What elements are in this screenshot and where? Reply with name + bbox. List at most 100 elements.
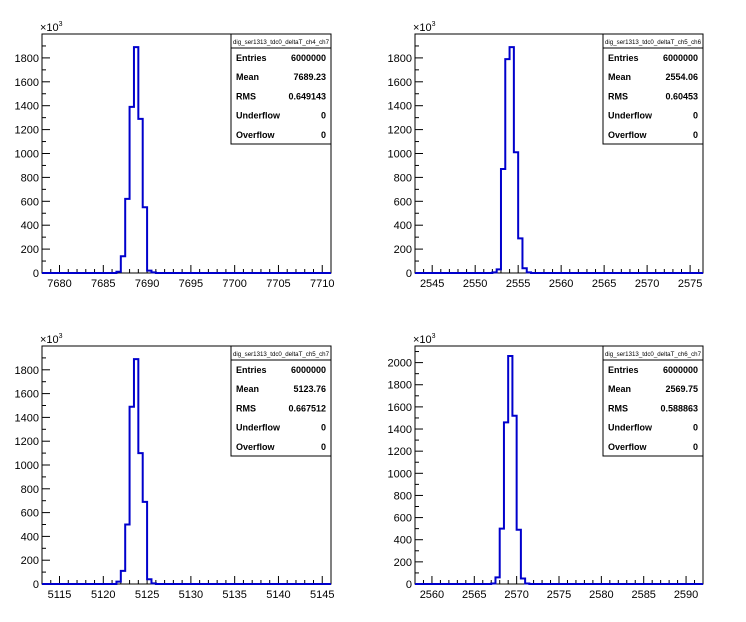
y-tick-label: 800: [21, 172, 39, 184]
y-tick-label: 1200: [15, 436, 39, 448]
stats-value-entries: 6000000: [663, 53, 698, 63]
stats-label-underflow: Underflow: [236, 423, 281, 433]
histogram-bin: [121, 256, 125, 273]
stats-label-overflow: Overflow: [608, 130, 648, 140]
histogram-outline: [415, 354, 703, 585]
y-tick-label: 400: [21, 531, 39, 543]
y-tick-label: 600: [21, 196, 39, 208]
histogram-bin: [138, 119, 142, 273]
y-tick-label: 400: [394, 220, 412, 232]
x-tick-label: 5140: [266, 589, 290, 601]
y-multiplier-base: ×10: [413, 334, 432, 346]
y-multiplier-base: ×10: [40, 334, 59, 346]
stats-label-overflow: Overflow: [236, 442, 276, 452]
stats-label-mean: Mean: [608, 72, 631, 82]
x-tick-label: 2565: [462, 589, 486, 601]
y-tick-label: 800: [394, 172, 412, 184]
x-tick-label: 2580: [589, 589, 613, 601]
y-tick-label: 1600: [388, 402, 412, 414]
stats-value-overflow: 0: [693, 130, 698, 140]
stats-value-entries: 6000000: [291, 365, 326, 375]
histogram-bin: [521, 578, 525, 584]
stats-value-rms: 0.667512: [288, 403, 326, 413]
histogram-bin: [504, 422, 508, 584]
histogram-bin: [125, 199, 129, 273]
y-tick-label: 200: [394, 244, 412, 256]
y-multiplier-exponent: 3: [59, 333, 63, 340]
stats-label-mean: Mean: [236, 72, 259, 82]
stats-label-mean: Mean: [608, 384, 631, 394]
y-tick-label: 400: [21, 220, 39, 232]
y-tick-label: 1600: [15, 389, 39, 401]
y-tick-label: 1200: [15, 125, 39, 137]
stats-box: dig_ser1313_tdc0_deltaT_ch5_ch7 Entries 60…: [230, 345, 332, 457]
stats-title: dig_ser1313_tdc0_deltaT_ch4_ch7: [233, 40, 330, 46]
histogram-outline: [42, 358, 331, 585]
histogram-bin: [505, 59, 509, 273]
y-multiplier-exponent: 3: [59, 21, 63, 28]
histogram-bin: [497, 269, 501, 273]
y-multiplier-label: ×103: [413, 21, 436, 34]
histogram-bin: [501, 169, 505, 273]
x-tick-label: 2570: [504, 589, 528, 601]
y-tick-label: 1200: [388, 446, 412, 458]
histogram-bin: [143, 502, 147, 584]
y-multiplier-exponent: 3: [432, 333, 436, 340]
stats-label-overflow: Overflow: [608, 442, 648, 452]
stats-label-overflow: Overflow: [236, 130, 276, 140]
stats-box: dig_ser1313_tdc0_deltaT_ch6_ch7 Entries 60…: [602, 345, 704, 457]
x-tick-label: 7710: [310, 278, 334, 290]
histogram-bin: [151, 272, 155, 273]
y-tick-label: 200: [394, 557, 412, 569]
histogram-bin: [510, 47, 514, 273]
x-tick-label: 2575: [678, 278, 702, 290]
stats-value-rms: 0.588863: [660, 403, 698, 413]
stats-box: dig_ser1313_tdc0_deltaT_ch5_ch6 Entries 60…: [602, 33, 704, 145]
histogram-outline: [415, 46, 703, 274]
histogram-outline: [42, 46, 331, 274]
y-multiplier-label: ×103: [40, 333, 63, 346]
y-multiplier-base: ×10: [40, 22, 59, 34]
y-tick-label: 0: [33, 579, 39, 591]
stats-label-entries: Entries: [608, 365, 639, 375]
histogram-panel-4: 0 200 400 600 800 1000 1200 1400 1600 1800 2000 256…: [388, 333, 704, 601]
y-multiplier-label: ×103: [413, 333, 436, 346]
y-multiplier-exponent: 3: [432, 21, 436, 28]
y-tick-label: 1000: [15, 149, 39, 161]
stats-box-frame: [602, 33, 704, 145]
histogram-bin: [495, 577, 499, 584]
stats-box-frame: [230, 345, 332, 457]
stats-value-underflow: 0: [321, 111, 326, 121]
stats-value-underflow: 0: [693, 423, 698, 433]
x-tick-label: 2560: [420, 589, 444, 601]
stats-label-underflow: Underflow: [236, 111, 281, 121]
y-tick-label: 1600: [388, 77, 412, 89]
histogram-bin: [514, 152, 518, 273]
stats-value-overflow: 0: [321, 130, 326, 140]
x-tick-label: 5135: [222, 589, 246, 601]
y-tick-label: 1000: [388, 468, 412, 480]
stats-box-frame: [230, 33, 332, 145]
y-tick-label: 2000: [388, 358, 412, 370]
stats-box: dig_ser1313_tdc0_deltaT_ch4_ch7 Entries 60…: [230, 33, 332, 145]
y-tick-label: 400: [394, 535, 412, 547]
y-tick-label: 1800: [388, 53, 412, 65]
x-tick-label: 2545: [420, 278, 444, 290]
y-tick-label: 1800: [388, 380, 412, 392]
histogram-bin: [151, 583, 155, 584]
stats-label-rms: RMS: [236, 91, 256, 101]
x-tick-label: 5120: [91, 589, 115, 601]
stats-value-mean: 2554.06: [665, 72, 698, 82]
x-tick-label: 7690: [135, 278, 159, 290]
stats-label-rms: RMS: [236, 403, 256, 413]
histogram-bin: [130, 107, 134, 273]
stats-value-rms: 0.649143: [288, 91, 326, 101]
y-tick-label: 1400: [388, 101, 412, 113]
y-tick-label: 800: [394, 490, 412, 502]
histogram-bin: [134, 359, 138, 584]
histogram-bin: [500, 529, 504, 584]
x-tick-label: 7685: [91, 278, 115, 290]
stats-label-underflow: Underflow: [608, 423, 653, 433]
y-tick-label: 1000: [15, 460, 39, 472]
x-tick-label: 2575: [547, 589, 571, 601]
